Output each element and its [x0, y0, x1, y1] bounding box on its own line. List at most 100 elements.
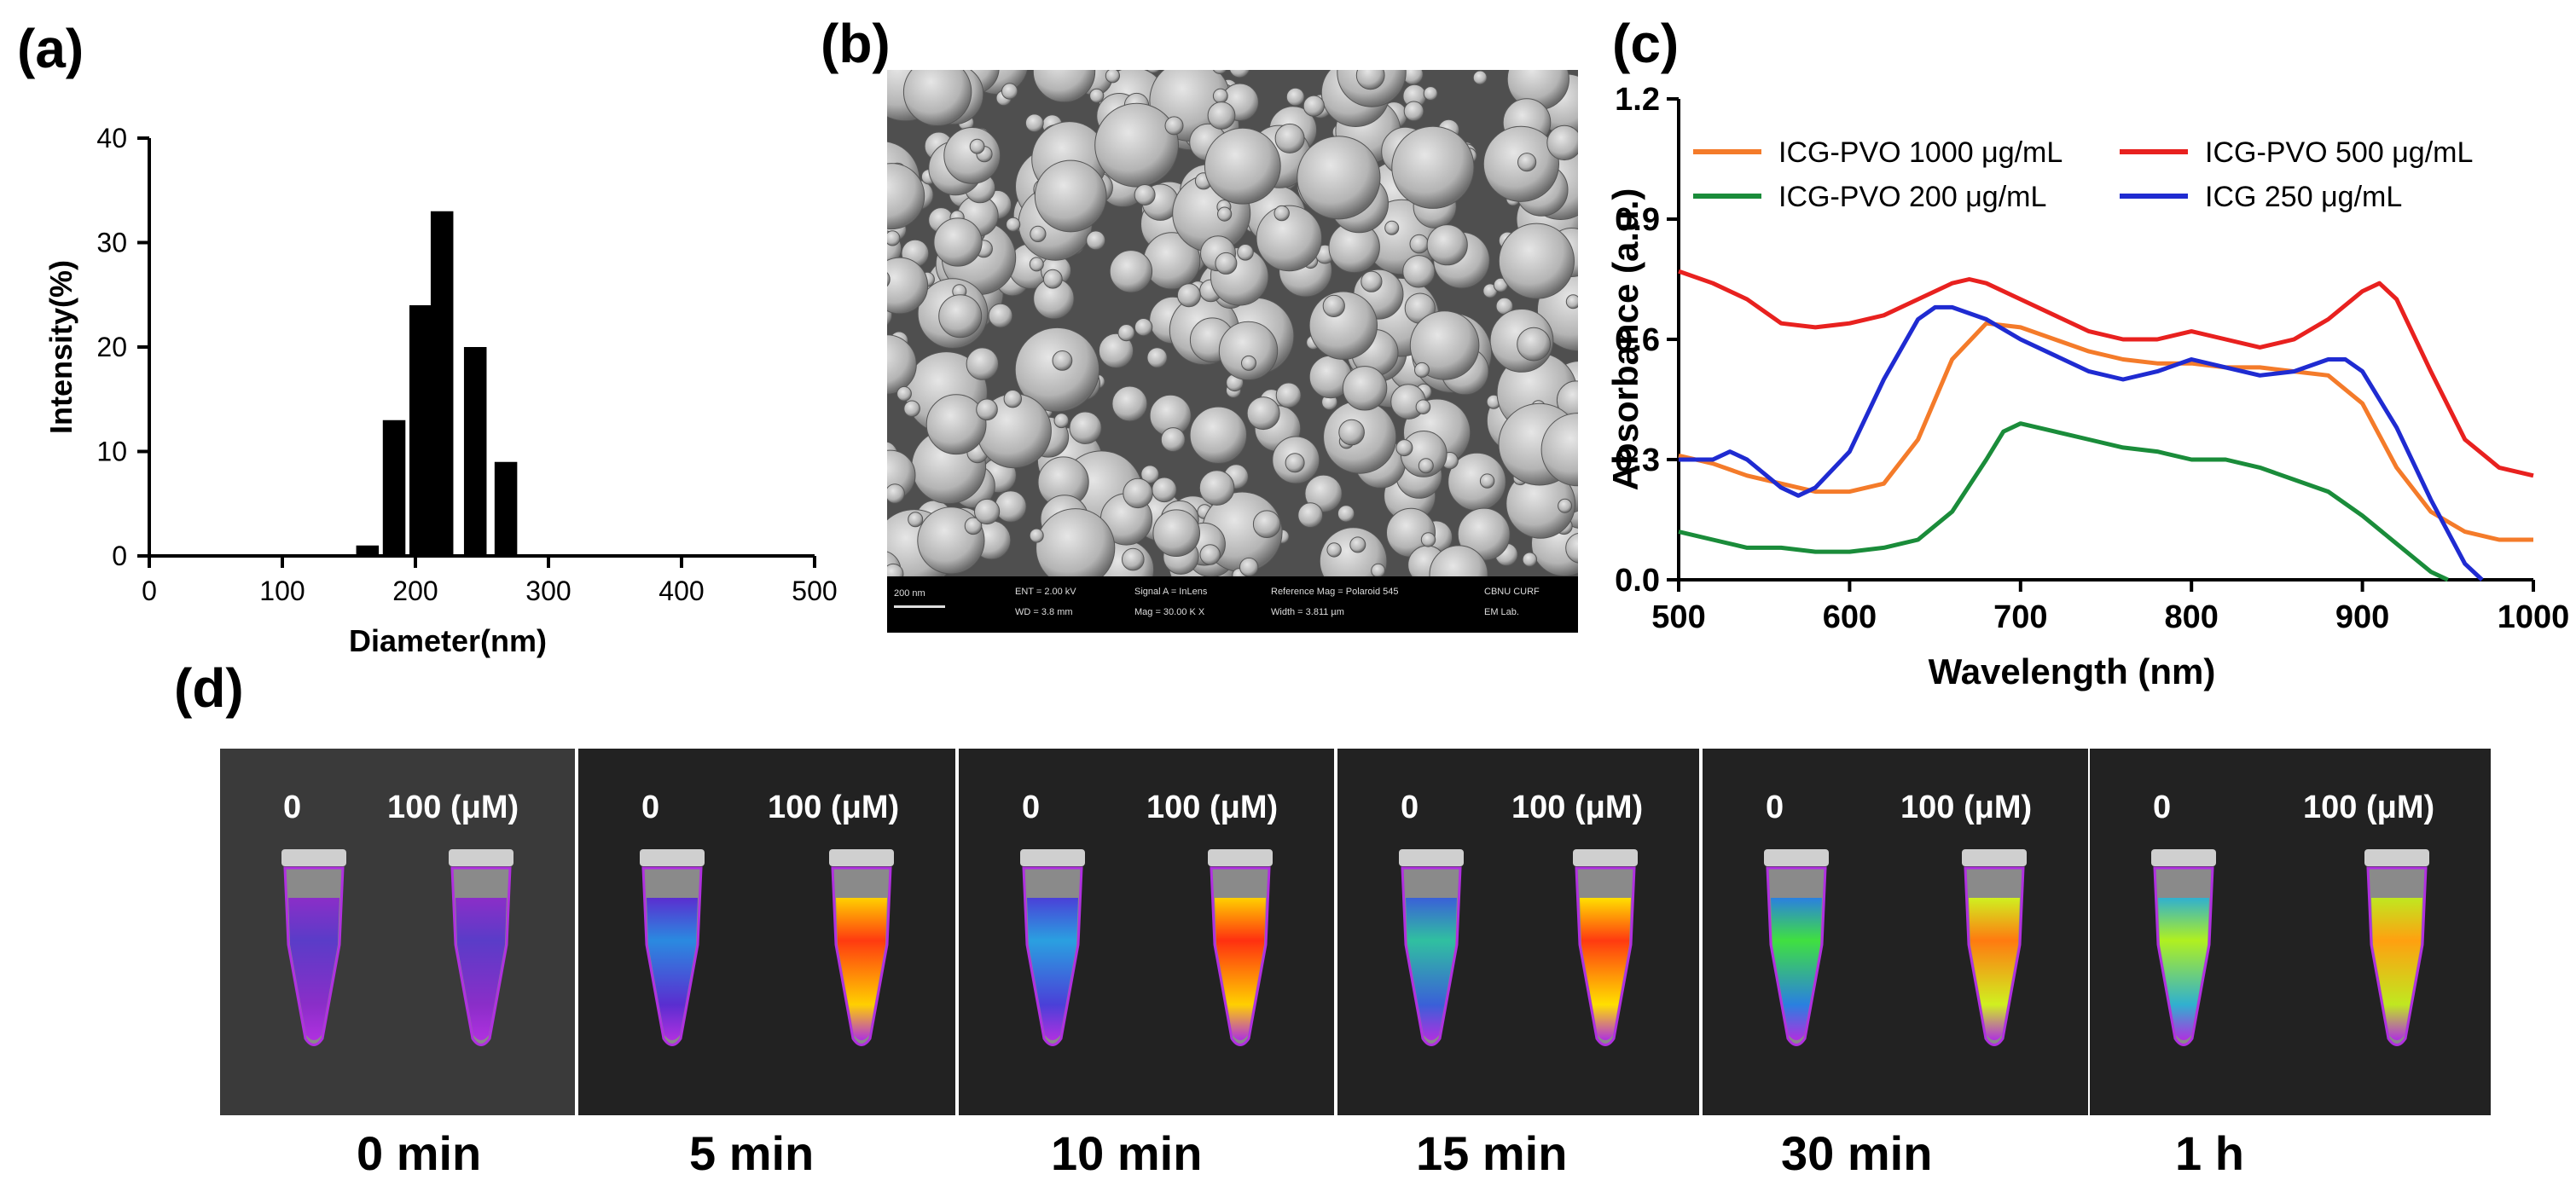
sem-particle [1241, 355, 1256, 371]
sem-particle [1160, 427, 1186, 453]
c-legend-label: ICG-PVO 200 μg/mL [1778, 181, 2046, 213]
sem-particle [1229, 70, 1250, 78]
c-series-line [1678, 421, 2449, 582]
c-x-tick-label: 500 [1651, 599, 1705, 635]
sem-particle [1338, 419, 1365, 446]
sem-particle [1105, 70, 1120, 84]
fluorescence-panel: 0 100 (μM) [1337, 749, 1699, 1115]
c-y-tick-label: 0.9 [1615, 202, 1660, 238]
tube-cap [449, 849, 513, 866]
sem-particle [1098, 333, 1134, 368]
tube-fluorescence [1406, 898, 1457, 1040]
sem-particle [1053, 413, 1070, 429]
tube-cap [2364, 849, 2429, 866]
c-x-tick-label: 900 [2335, 599, 2389, 635]
sem-particle [969, 138, 985, 154]
sem-refmag: Reference Mag = Polaroid 545 [1271, 587, 1399, 597]
sem-particle [1275, 382, 1302, 408]
sem-lab1: CBNU CURF [1484, 587, 1540, 597]
sem-particle [1517, 327, 1551, 362]
sem-particles [887, 70, 1578, 576]
sem-particle [938, 294, 983, 339]
tube-cap [1573, 849, 1638, 866]
sem-particle [1297, 136, 1381, 220]
c-series-line [1678, 321, 2533, 542]
sem-particle [1319, 527, 1388, 576]
sem-particle [1297, 502, 1324, 529]
conc-label-low: 0 [1401, 790, 1419, 825]
fluorescence-strip: 0 100 (μM) 0 100 (μM) 0 100 (μM) 0 100 (μM) 0 100… [220, 749, 2532, 1115]
c-legend-label: ICG 250 μg/mL [2205, 181, 2402, 213]
tube-fluorescence [455, 898, 507, 1040]
sem-particle [1032, 70, 1096, 103]
sem-particle [1546, 124, 1578, 161]
a-x-tick-label: 400 [659, 576, 704, 606]
sem-particle [1423, 86, 1438, 101]
sem-particle [1558, 498, 1573, 513]
sem-particle [1395, 439, 1413, 457]
sem-image: 200 nm ENT = 2.00 kV WD = 3.8 mm Signal … [887, 70, 1578, 633]
sem-particle [1418, 458, 1434, 474]
sem-info-bar: 200 nm ENT = 2.00 kV WD = 3.8 mm Signal … [887, 576, 1578, 633]
sem-particle [976, 398, 998, 421]
sem-particle [896, 385, 912, 402]
sem-particle [1029, 257, 1044, 272]
panel-b-label: (b) [821, 13, 891, 74]
sem-particle [1355, 70, 1385, 90]
sem-particle [1042, 269, 1063, 289]
sem-particle [1030, 225, 1047, 242]
panel-d-label: (d) [174, 657, 244, 719]
sem-particle [964, 517, 983, 535]
time-label-15min: 15 min [1416, 1126, 1568, 1180]
sem-particle [1304, 474, 1343, 512]
sem-particle [995, 490, 1027, 523]
fluorescence-panel: 0 100 (μM) [220, 749, 575, 1115]
sem-particle [1349, 536, 1366, 553]
chart-c-absorbance: 500 600 700 800 900 1000 0.0 0.3 0.6 0.9 1.2 ICG-PV… [1605, 82, 2570, 691]
sem-particle [887, 563, 904, 576]
tube-fluorescence [2158, 898, 2209, 1040]
chart-a-size-distribution: 0 100 200 300 400 500 0 10 20 30 40 Diameter(nm) Int… [44, 123, 838, 658]
sem-particle [1029, 528, 1044, 543]
sem-particle [1429, 545, 1488, 576]
tube-cap [1208, 849, 1273, 866]
sem-particle [1134, 318, 1153, 337]
sem-particle [887, 483, 905, 504]
sem-particle [1198, 470, 1235, 506]
sem-particle [1256, 205, 1323, 272]
sem-particle [1164, 116, 1184, 136]
a-x-tick-label: 200 [392, 576, 438, 606]
tube-cap [281, 849, 346, 866]
a-x-tick-label: 500 [792, 576, 837, 606]
sem-particle [902, 70, 972, 126]
c-legend-label: ICG-PVO 500 μg/mL [2205, 136, 2473, 169]
a-y-tick-label: 10 [96, 437, 127, 467]
tube-fluorescence [1027, 898, 1078, 1040]
tube-pair [640, 849, 894, 1046]
sem-particle [1086, 230, 1106, 251]
tube-pair [1764, 849, 2027, 1046]
sem-particle [925, 394, 987, 455]
sem-particle [966, 347, 1000, 380]
sem-particle [1123, 477, 1153, 509]
sem-particle [1540, 413, 1578, 487]
tube-pair [2151, 849, 2429, 1046]
sem-particle [1565, 533, 1578, 564]
sem-scale-label: 200 nm [894, 588, 925, 599]
tube-pair [1020, 849, 1273, 1046]
sem-particle [1237, 244, 1254, 261]
c-x-tick-label: 1000 [2498, 599, 2570, 635]
time-label-10min: 10 min [1051, 1126, 1203, 1180]
sem-particle [1274, 123, 1305, 153]
sem-particle [1239, 557, 1259, 576]
a-bar [494, 461, 518, 556]
tube-cap [2151, 849, 2216, 866]
conc-label-low: 0 [2153, 790, 2172, 825]
sem-particle [1146, 347, 1168, 368]
sem-particle [1273, 205, 1290, 222]
c-series-line [1678, 269, 2534, 478]
sem-particle [1199, 544, 1221, 565]
a-y-tick-label: 30 [96, 228, 127, 258]
c-legend-label: ICG-PVO 1000 μg/mL [1778, 136, 2063, 169]
sem-particle [1215, 252, 1238, 275]
